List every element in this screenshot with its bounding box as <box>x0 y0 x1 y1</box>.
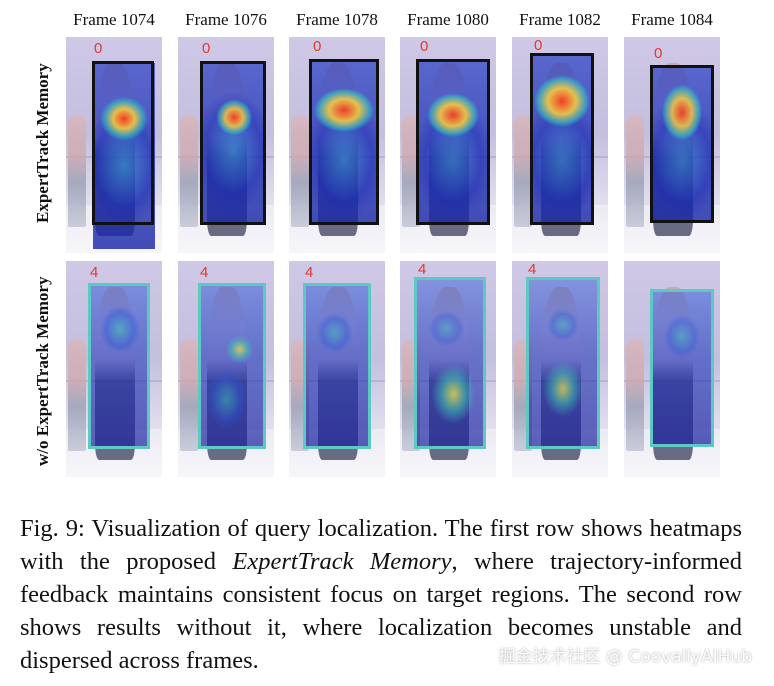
figure-caption: Fig. 9: Visualization of query localizat… <box>20 512 742 677</box>
track-id-label: 4 <box>90 264 99 281</box>
track-id-label: 4 <box>528 261 537 278</box>
row-label-expert-track-memory: ExpertTrack Memory <box>33 63 52 223</box>
column-header-frame-1076: Frame 1076 <box>185 10 267 29</box>
row2-frame-1074: 4 <box>66 261 162 477</box>
bystander <box>180 338 198 452</box>
row2-frame-1082: 4 <box>512 261 608 477</box>
track-id-label: 4 <box>418 261 427 278</box>
row2-frame-1084 <box>624 261 720 477</box>
row1-frame-1084: 0 <box>624 37 720 253</box>
column-header-frame-1078: Frame 1078 <box>296 10 378 29</box>
tracking-box <box>198 283 266 449</box>
caption-emphasis: ExpertTrack Memory <box>232 548 452 575</box>
row1-frame-1076: 0 <box>178 37 274 253</box>
track-id-label: 0 <box>202 40 211 57</box>
track-id-label: 4 <box>305 264 314 281</box>
row2-frame-1076: 4 <box>178 261 274 477</box>
bystander <box>68 338 86 452</box>
track-id-label: 0 <box>654 45 663 62</box>
tracking-box <box>200 61 266 225</box>
column-header-frame-1082: Frame 1082 <box>519 10 601 29</box>
tracking-box <box>416 59 490 225</box>
caption-text-prefix: Fig. 9: Visualization of query localizat… <box>20 515 742 575</box>
bystander <box>402 114 420 228</box>
tracking-box <box>414 277 486 449</box>
caption-text-suffix: , where trajectory-informed feedback mai… <box>20 548 742 674</box>
row1-frame-1078: 0 <box>289 37 385 253</box>
watermark: 掘金技术社区 @ CoovallyAIHub <box>498 647 752 667</box>
tracking-box <box>650 65 714 223</box>
bystander <box>626 338 644 452</box>
bystander <box>514 114 532 228</box>
row2-frame-1080: 4 <box>400 261 496 477</box>
track-id-label: 0 <box>534 37 543 54</box>
column-header-frame-1080: Frame 1080 <box>407 10 489 29</box>
row-label-without-expert-track-memory: w/o ExpertTrack Memory <box>33 276 52 466</box>
bystander <box>626 114 644 228</box>
track-id-label: 0 <box>420 38 429 55</box>
row1-frame-1082: 0 <box>512 37 608 253</box>
track-id-label: 0 <box>94 40 103 57</box>
bystander <box>291 114 309 228</box>
row2-frame-1078: 4 <box>289 261 385 477</box>
column-header-frame-1074: Frame 1074 <box>73 10 155 29</box>
track-id-label: 0 <box>313 38 322 55</box>
tracking-box <box>92 61 154 225</box>
row1-frame-1074: 0 <box>66 37 162 253</box>
column-header-frame-1084: Frame 1084 <box>631 10 713 29</box>
tracking-box <box>526 277 600 449</box>
row1-frame-1080: 0 <box>400 37 496 253</box>
tracking-box <box>650 289 714 447</box>
track-id-label: 4 <box>200 264 209 281</box>
tracking-box <box>309 59 379 225</box>
tracking-box <box>530 53 594 225</box>
tracking-box <box>88 283 150 449</box>
bystander <box>68 114 86 228</box>
tracking-box <box>303 283 371 449</box>
bystander <box>180 114 198 228</box>
